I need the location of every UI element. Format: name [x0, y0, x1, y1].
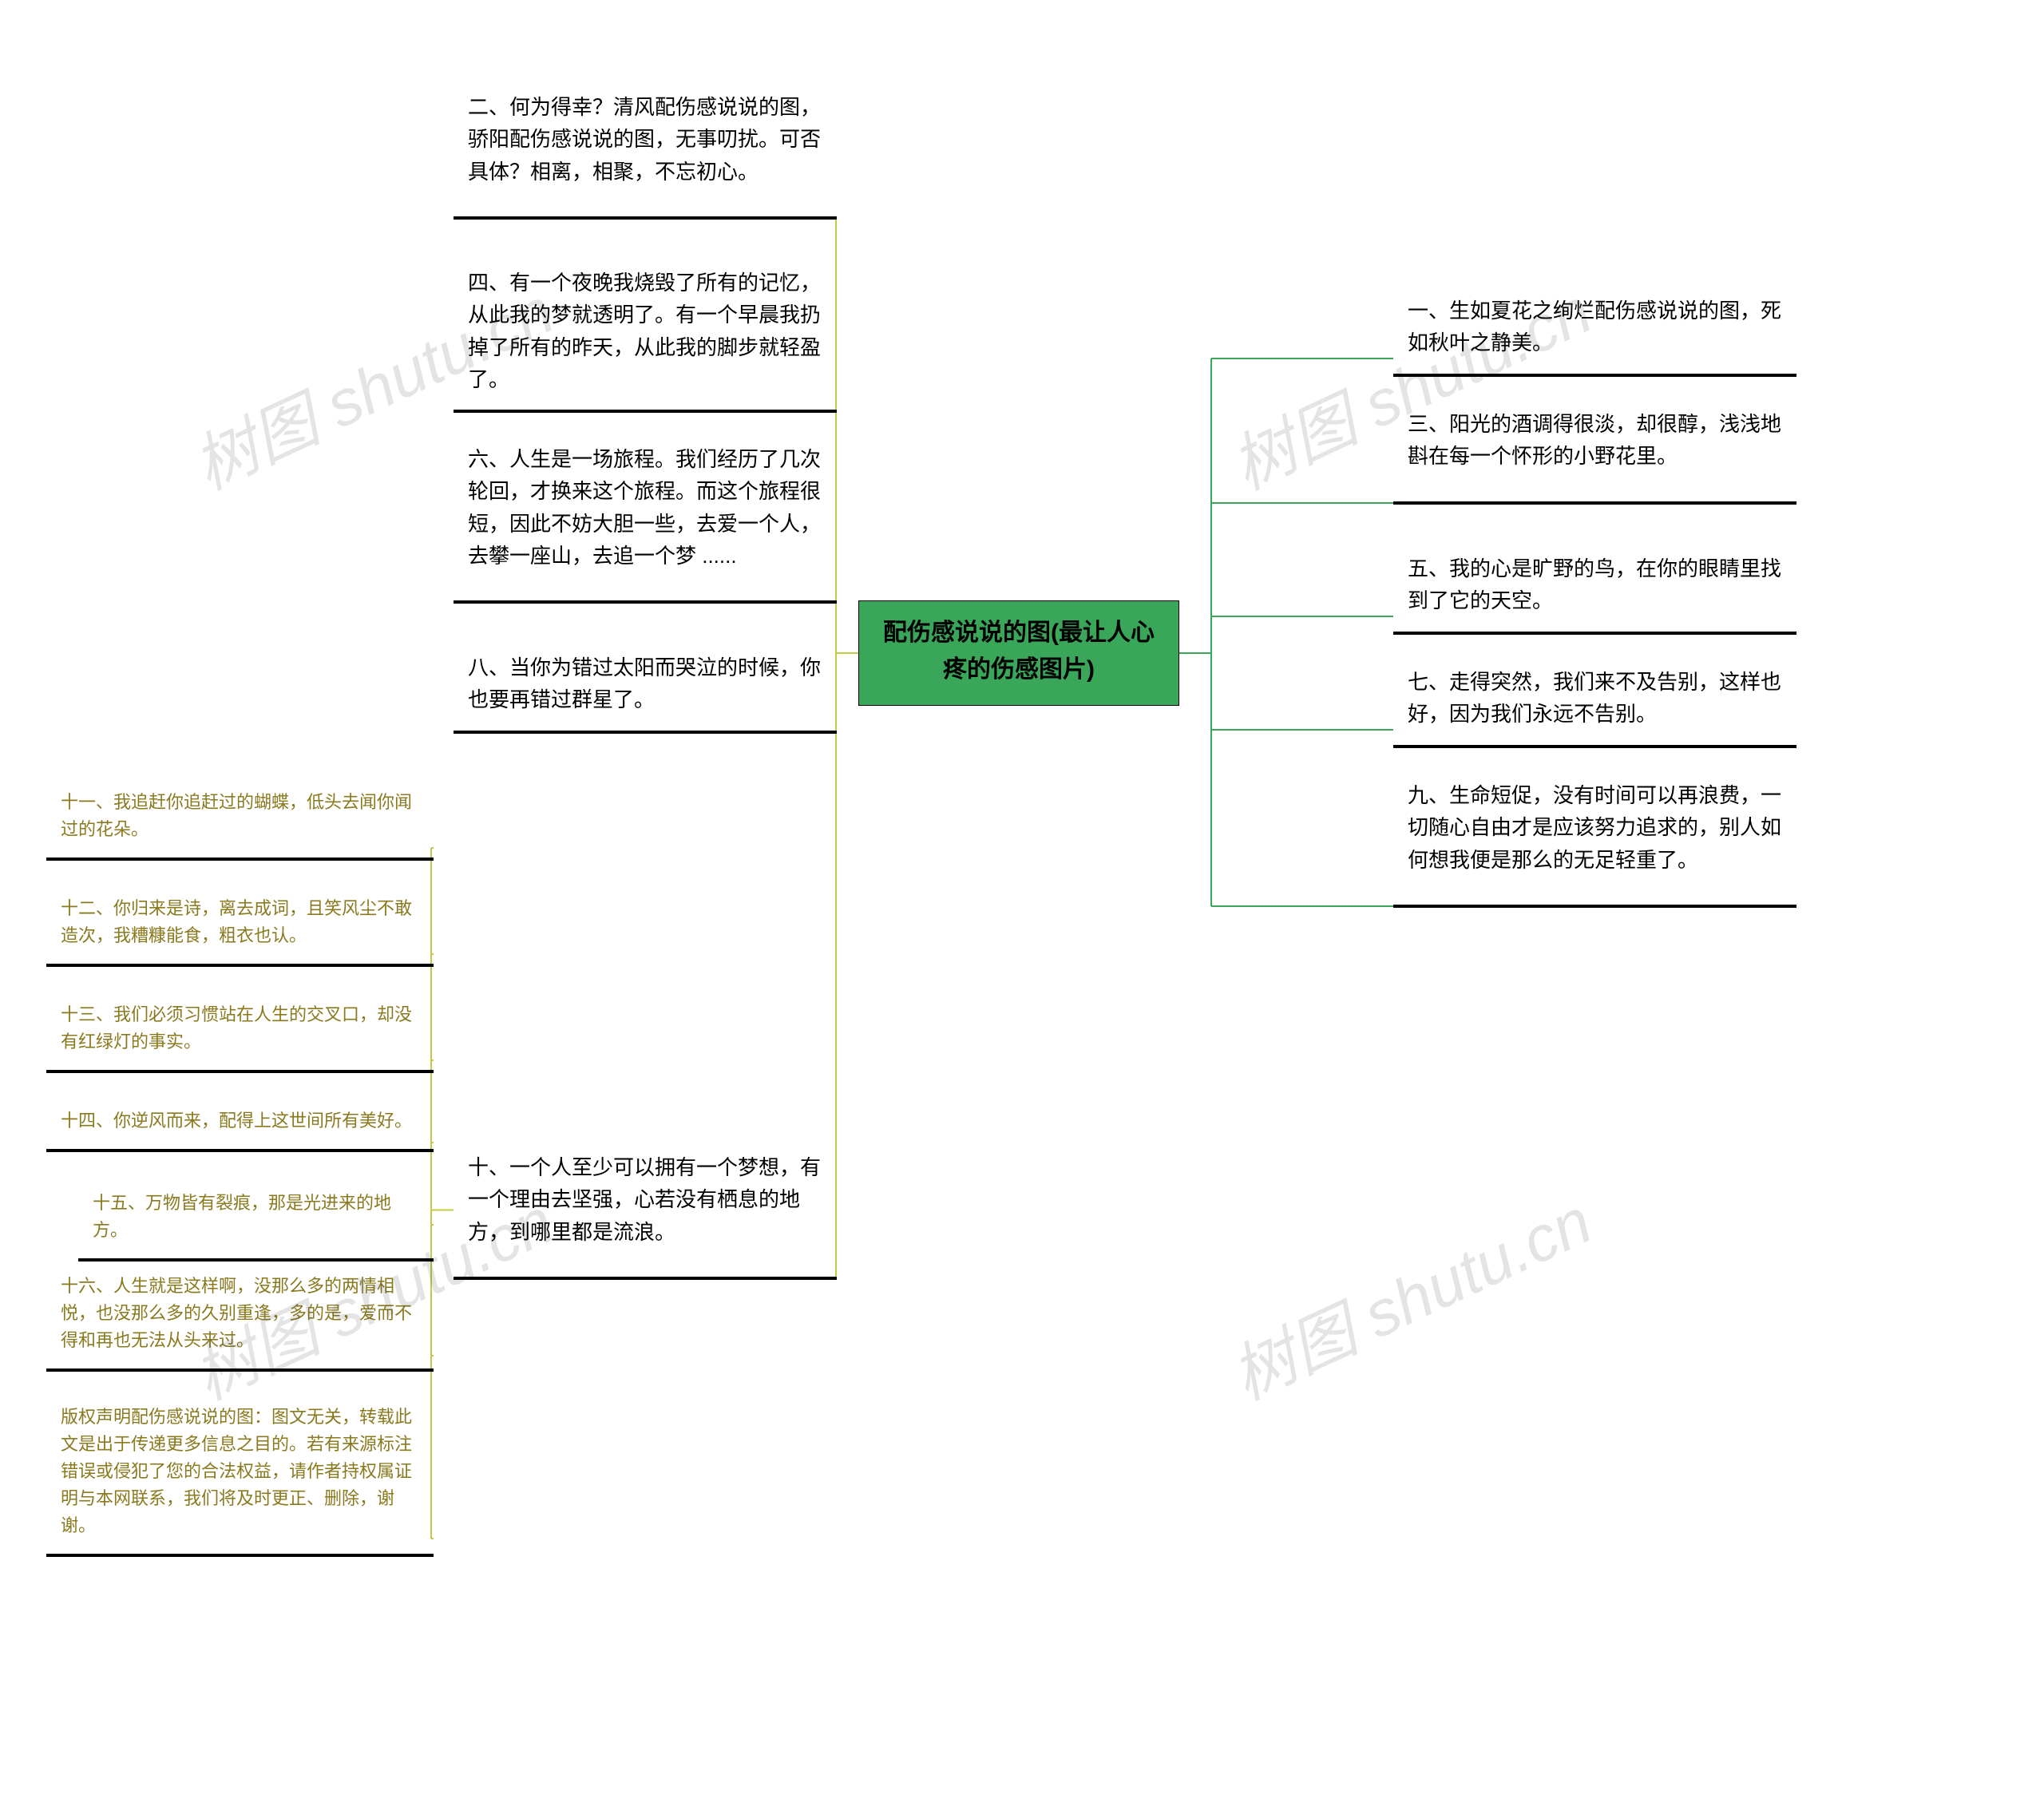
right-node-r7: 七、走得突然，我们来不及告别，这样也好，因为我们永远不告别。: [1393, 655, 1796, 748]
sub-node-s17-label: 版权声明配伤感说说的图：图文无关，转载此文是出于传递更多信息之目的。若有来源标注…: [61, 1407, 412, 1535]
right-node-r5: 五、我的心是旷野的鸟，在你的眼睛里找到了它的天空。: [1393, 541, 1796, 635]
left-node-l4-label: 四、有一个夜晚我烧毁了所有的记忆，从此我的梦就透明了。有一个早晨我扔掉了所有的昨…: [468, 271, 821, 391]
sub-node-s15: 十五、万物皆有裂痕，那是光进来的地方。: [78, 1178, 434, 1262]
left-node-l8-label: 八、当你为错过太阳而哭泣的时候，你也要再错过群星了。: [468, 656, 821, 711]
left-node-l4: 四、有一个夜晚我烧毁了所有的记忆，从此我的梦就透明了。有一个早晨我扔掉了所有的昨…: [454, 255, 837, 413]
sub-node-s15-label: 十五、万物皆有裂痕，那是光进来的地方。: [93, 1193, 391, 1240]
right-node-r1: 一、生如夏花之绚烂配伤感说说的图，死如秋叶之静美。: [1393, 283, 1796, 377]
sub-node-s11-label: 十一、我追赶你追赶过的蝴蝶，低头去闻你闻过的花朵。: [61, 792, 412, 839]
mindmap-canvas: 配伤感说说的图(最让人心疼的伤感图片) 一、生如夏花之绚烂配伤感说说的图，死如秋叶…: [0, 0, 2044, 1818]
sub-node-s13: 十三、我们必须习惯站在人生的交叉口，却没有红绿灯的事实。: [46, 990, 434, 1073]
left-node-l6-label: 六、人生是一场旅程。我们经历了几次轮回，才换来这个旅程。而这个旅程很短，因此不妨…: [468, 447, 821, 568]
sub-node-s13-label: 十三、我们必须习惯站在人生的交叉口，却没有红绿灯的事实。: [61, 1004, 412, 1052]
right-node-r7-label: 七、走得突然，我们来不及告别，这样也好，因为我们永远不告别。: [1408, 670, 1781, 726]
sub-node-s14-label: 十四、你逆风而来，配得上这世间所有美好。: [61, 1111, 412, 1131]
left-node-l10-label: 十、一个人至少可以拥有一个梦想，有一个理由去坚强，心若没有栖息的地方，到哪里都是…: [468, 1155, 821, 1244]
right-node-r3: 三、阳光的酒调得很淡，却很醇，浅浅地斟在每一个怀形的小野花里。: [1393, 397, 1796, 505]
left-node-l2-label: 二、何为得幸？清风配伤感说说的图，骄阳配伤感说说的图，无事叨扰。可否具体？相离，…: [468, 95, 821, 184]
right-node-r3-label: 三、阳光的酒调得很淡，却很醇，浅浅地斟在每一个怀形的小野花里。: [1408, 412, 1781, 468]
sub-node-s14: 十四、你逆风而来，配得上这世间所有美好。: [46, 1096, 434, 1152]
right-node-r9: 九、生命短促，没有时间可以再浪费，一切随心自由才是应该努力追求的，别人如何想我便…: [1393, 768, 1796, 908]
sub-node-s17: 版权声明配伤感说说的图：图文无关，转载此文是出于传递更多信息之目的。若有来源标注…: [46, 1392, 434, 1557]
left-node-l10: 十、一个人至少可以拥有一个梦想，有一个理由去坚强，心若没有栖息的地方，到哪里都是…: [454, 1140, 837, 1280]
root-node-label: 配伤感说说的图(最让人心疼的伤感图片): [873, 615, 1164, 689]
watermark: 树图 shutu.cn: [1214, 1170, 1604, 1418]
sub-node-s16: 十六、人生就是这样啊，没那么多的两情相悦，也没那么多的久别重逢，多的是，爱而不得…: [46, 1262, 434, 1372]
right-node-r1-label: 一、生如夏花之绚烂配伤感说说的图，死如秋叶之静美。: [1408, 299, 1781, 354]
root-node: 配伤感说说的图(最让人心疼的伤感图片): [858, 600, 1179, 706]
sub-node-s16-label: 十六、人生就是这样啊，没那么多的两情相悦，也没那么多的久别重逢，多的是，爱而不得…: [61, 1276, 412, 1350]
left-node-l8: 八、当你为错过太阳而哭泣的时候，你也要再错过群星了。: [454, 640, 837, 734]
left-node-l6: 六、人生是一场旅程。我们经历了几次轮回，才换来这个旅程。而这个旅程很短，因此不妨…: [454, 432, 837, 604]
right-node-r5-label: 五、我的心是旷野的鸟，在你的眼睛里找到了它的天空。: [1408, 556, 1781, 612]
right-node-r9-label: 九、生命短促，没有时间可以再浪费，一切随心自由才是应该努力追求的，别人如何想我便…: [1408, 783, 1781, 872]
sub-node-s12-label: 十二、你归来是诗，离去成词，且笑风尘不敢造次，我糟糠能食，粗衣也认。: [61, 898, 412, 945]
left-node-l2: 二、何为得幸？清风配伤感说说的图，骄阳配伤感说说的图，无事叨扰。可否具体？相离，…: [454, 80, 837, 220]
sub-node-s11: 十一、我追赶你追赶过的蝴蝶，低头去闻你闻过的花朵。: [46, 778, 434, 861]
sub-node-s12: 十二、你归来是诗，离去成词，且笑风尘不敢造次，我糟糠能食，粗衣也认。: [46, 884, 434, 967]
